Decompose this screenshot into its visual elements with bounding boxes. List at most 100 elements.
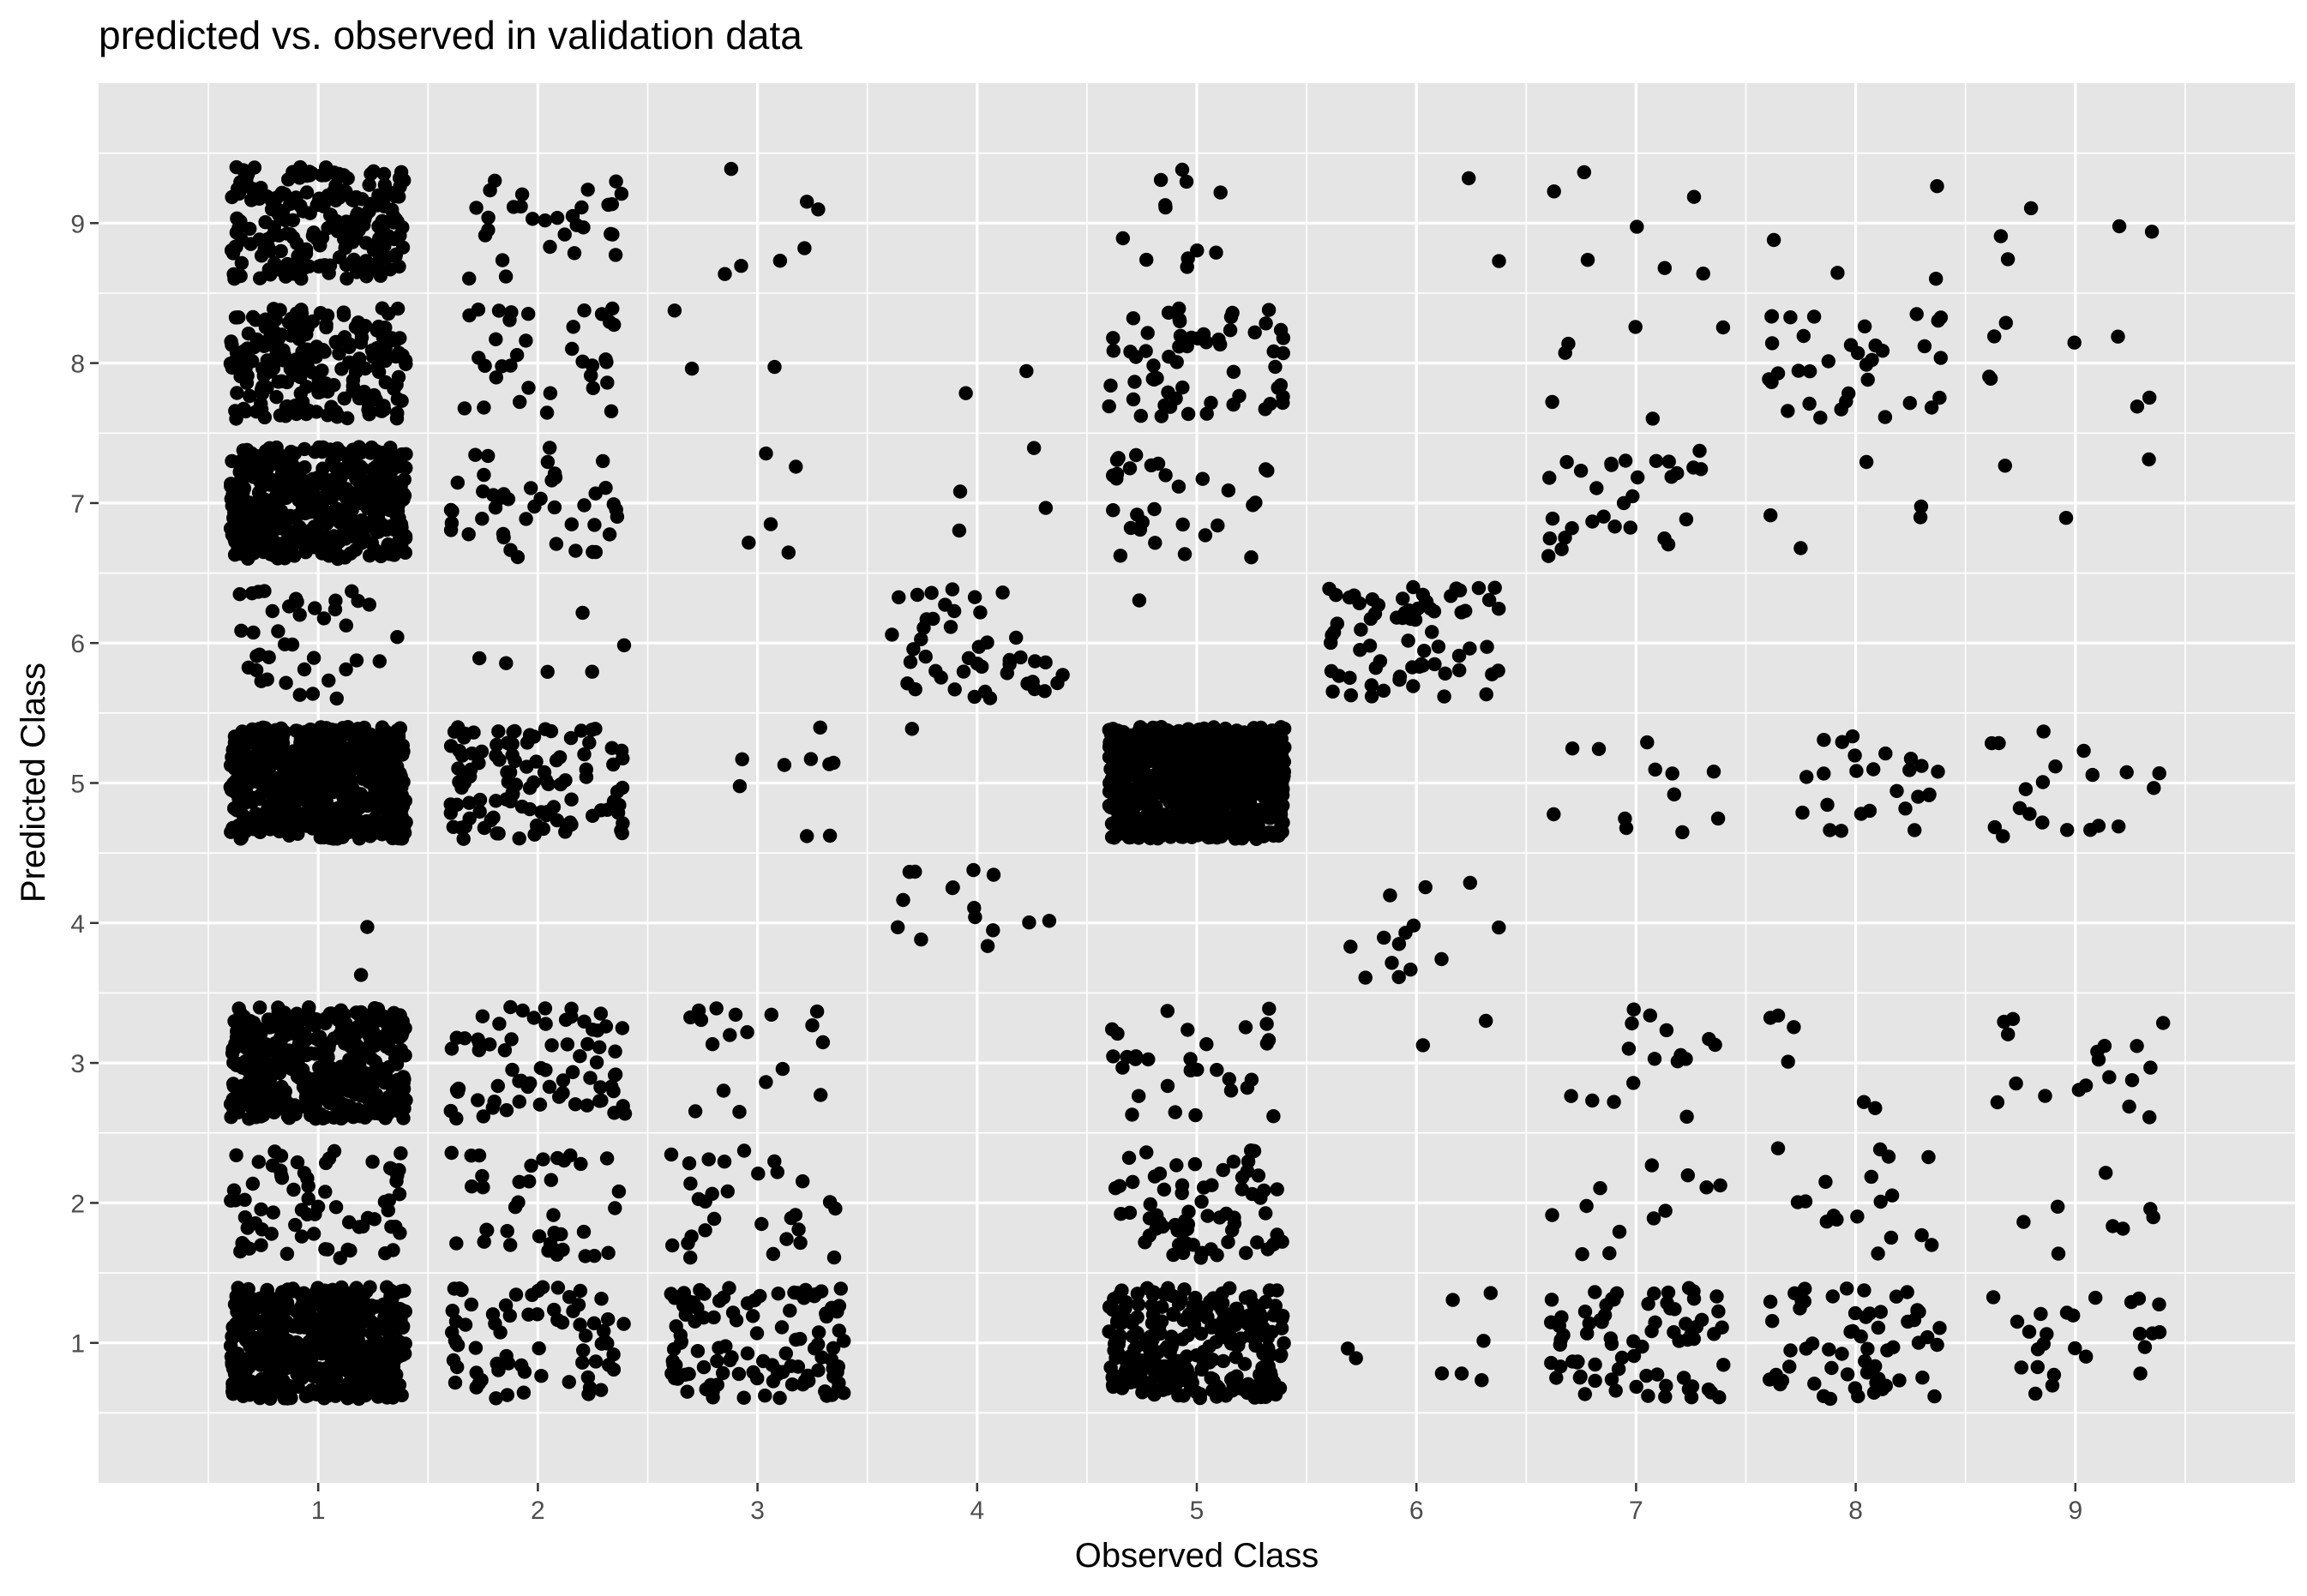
data-point xyxy=(394,1146,408,1161)
data-point xyxy=(446,819,460,834)
data-point xyxy=(352,1108,367,1124)
data-point xyxy=(1471,580,1487,596)
data-point xyxy=(312,1029,327,1044)
data-point xyxy=(565,341,580,357)
data-point xyxy=(397,1101,412,1116)
data-point xyxy=(304,1383,319,1398)
data-point xyxy=(318,1057,333,1071)
data-point xyxy=(223,1096,238,1112)
data-point xyxy=(1692,443,1707,459)
data-point xyxy=(1835,735,1849,749)
x-tick-label: 2 xyxy=(531,1497,545,1525)
data-point xyxy=(334,743,349,758)
data-point xyxy=(505,1062,520,1077)
data-point xyxy=(1914,759,1929,773)
data-point xyxy=(1130,769,1144,783)
data-point xyxy=(1126,1174,1140,1190)
data-point xyxy=(255,1295,269,1311)
data-point xyxy=(1102,399,1116,414)
data-point xyxy=(1116,815,1131,830)
data-point xyxy=(391,369,406,385)
data-point xyxy=(758,1389,772,1403)
data-point xyxy=(1158,468,1173,483)
data-point xyxy=(463,769,478,784)
data-point xyxy=(1261,802,1277,817)
data-point xyxy=(1223,1281,1237,1296)
data-point xyxy=(368,1014,383,1029)
data-point xyxy=(1596,509,1611,524)
data-point xyxy=(1213,185,1228,200)
data-point xyxy=(1769,1367,1783,1383)
data-point xyxy=(481,448,496,464)
data-point xyxy=(1599,1298,1613,1312)
data-point xyxy=(1817,1389,1831,1404)
data-point xyxy=(1686,460,1701,475)
data-point xyxy=(1258,402,1273,417)
data-point xyxy=(1481,592,1497,608)
data-point xyxy=(718,267,732,281)
data-point xyxy=(471,1093,485,1107)
data-point xyxy=(1487,580,1502,595)
data-point xyxy=(472,756,486,771)
data-point xyxy=(1797,1294,1811,1309)
data-point xyxy=(2000,252,2016,267)
data-point xyxy=(616,751,630,765)
data-point xyxy=(1686,189,1702,204)
data-point xyxy=(2001,1027,2016,1041)
data-point xyxy=(1645,411,1661,426)
data-point xyxy=(389,411,405,426)
data-point xyxy=(910,587,925,603)
data-point xyxy=(371,505,386,520)
data-point xyxy=(337,391,351,406)
data-point xyxy=(564,517,579,531)
data-point xyxy=(805,1018,820,1033)
data-point xyxy=(245,309,261,325)
data-point xyxy=(1130,1287,1145,1301)
data-point xyxy=(1105,1302,1120,1317)
data-point xyxy=(1277,1335,1291,1351)
data-point xyxy=(1553,1359,1568,1374)
data-point xyxy=(579,770,594,784)
data-point xyxy=(1188,791,1203,807)
data-point xyxy=(775,1061,790,1077)
data-point xyxy=(1249,831,1264,846)
data-point xyxy=(1840,1281,1854,1296)
data-point xyxy=(1998,459,2012,473)
data-point xyxy=(720,1184,735,1199)
data-point xyxy=(1853,1329,1868,1344)
data-point xyxy=(609,502,623,517)
data-point xyxy=(1680,1332,1695,1347)
data-point xyxy=(228,310,243,325)
data-point xyxy=(1193,766,1208,781)
data-point xyxy=(740,1346,755,1361)
data-point xyxy=(2099,1166,2113,1180)
data-point xyxy=(362,177,376,192)
data-point xyxy=(328,1200,344,1215)
data-point xyxy=(271,207,286,222)
data-point xyxy=(1626,1002,1641,1017)
data-point xyxy=(764,1007,778,1023)
data-point xyxy=(2046,1367,2062,1383)
data-point xyxy=(2016,1215,2031,1229)
data-point xyxy=(543,1236,558,1251)
data-point xyxy=(1181,1023,1195,1037)
data-point xyxy=(532,1229,547,1244)
data-point xyxy=(1002,652,1017,668)
data-point xyxy=(352,831,367,846)
data-point xyxy=(233,830,249,844)
data-point xyxy=(290,594,304,609)
data-point xyxy=(1343,670,1357,685)
data-point xyxy=(2022,1324,2037,1339)
data-point xyxy=(946,880,960,895)
data-point xyxy=(1147,501,1162,517)
data-point xyxy=(347,1345,362,1360)
data-point xyxy=(1817,733,1831,747)
data-point xyxy=(579,1329,593,1343)
data-point xyxy=(1195,471,1211,486)
data-point xyxy=(1545,511,1560,526)
y-tick-label: 8 xyxy=(70,351,85,379)
data-point xyxy=(1050,675,1065,691)
data-point xyxy=(606,1347,621,1362)
data-point xyxy=(2009,1076,2023,1091)
data-point xyxy=(244,586,260,601)
